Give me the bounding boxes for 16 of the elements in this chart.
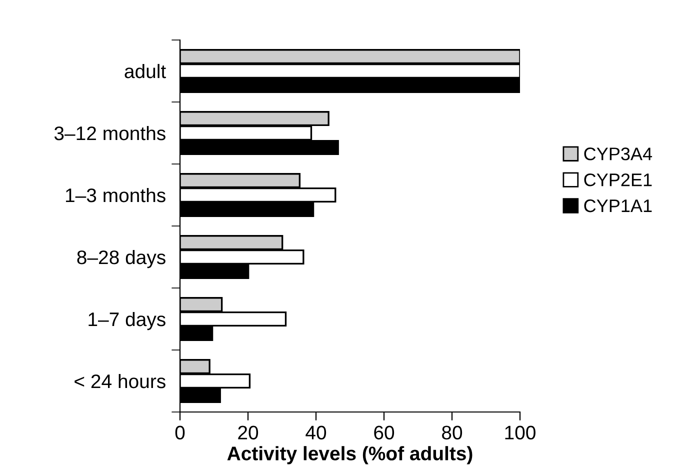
x-tick-label: 60	[374, 426, 394, 440]
y-tick-label: 1–3 months	[66, 188, 166, 202]
x-tick-label: 20	[238, 426, 258, 440]
y-tick-label: < 24 hours	[74, 374, 166, 388]
y-tick-label: 8–28 days	[77, 250, 166, 268]
legend-label: CYP3A4	[584, 148, 652, 160]
x-tick-label: 40	[306, 426, 326, 440]
x-tick-label: 80	[442, 426, 462, 440]
x-tick-label: 100	[505, 426, 536, 440]
y-tick-label: 3–12 months	[54, 126, 166, 140]
x-axis-title: Activity levels (%of adults)	[227, 446, 472, 464]
x-tick-label: 0	[175, 426, 185, 440]
legend-label: CYP2E1	[584, 173, 652, 186]
y-tick-label: adult	[124, 64, 166, 78]
legend-label: CYP1A1	[584, 199, 652, 212]
y-tick-label: 1–7 days	[88, 312, 166, 330]
